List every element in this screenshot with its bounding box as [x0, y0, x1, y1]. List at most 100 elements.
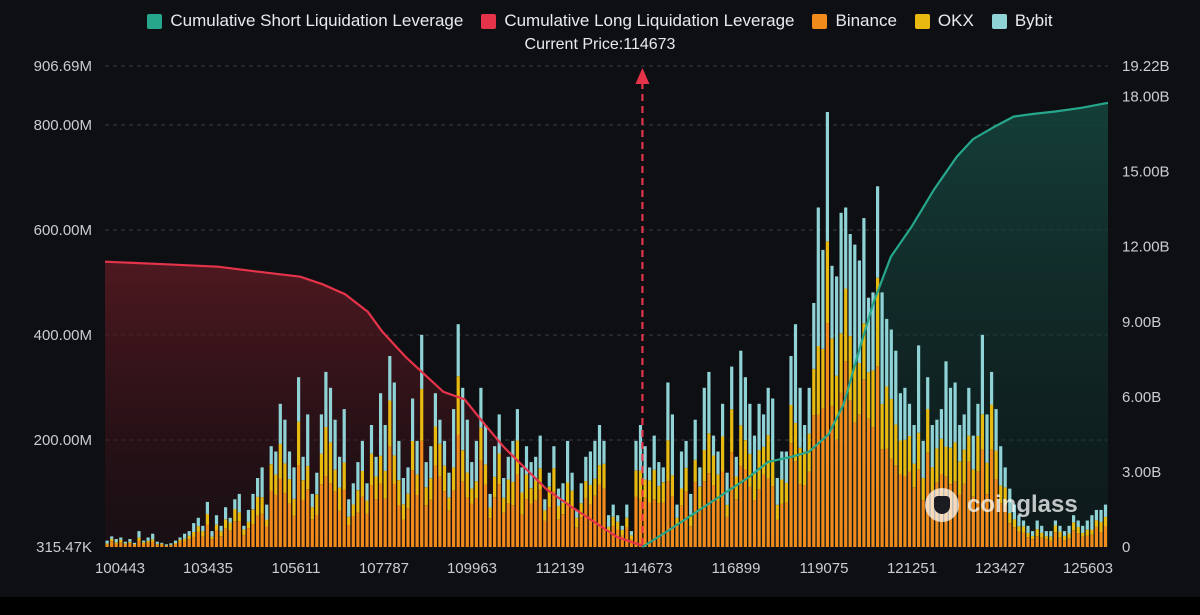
bybit-bar — [246, 509, 250, 522]
binance-bar — [265, 526, 269, 547]
bybit-bar — [803, 425, 807, 452]
okx-bar — [825, 241, 829, 324]
binance-bar — [962, 483, 966, 547]
legend-item[interactable]: Cumulative Short Liquidation Leverage — [147, 9, 463, 33]
bybit-bar — [570, 472, 574, 491]
bybit-bar — [251, 493, 255, 510]
okx-bar — [524, 474, 529, 500]
okx-bar — [269, 464, 273, 491]
okx-bar — [483, 464, 488, 485]
okx-bar — [256, 496, 260, 516]
bybit-bar — [137, 531, 141, 538]
binance-bar — [980, 449, 984, 547]
okx-bar — [930, 467, 934, 491]
okx-bar — [556, 506, 561, 520]
bybit-bar — [821, 249, 825, 349]
okx-bar — [360, 471, 364, 497]
binance-bar — [1103, 526, 1108, 547]
binance-bar — [369, 485, 374, 547]
okx-bar — [214, 524, 219, 530]
bybit-bar — [616, 515, 620, 522]
binance-bar — [424, 505, 428, 547]
bybit-bar — [479, 387, 483, 428]
binance-bar — [1067, 538, 1071, 547]
binance-bar — [898, 474, 902, 547]
bybit-bar — [260, 467, 264, 498]
okx-bar — [1049, 536, 1053, 541]
binance-bar — [689, 526, 693, 547]
binance-bar — [333, 491, 337, 547]
binance-bar — [146, 542, 150, 547]
bybit-bar — [634, 440, 638, 471]
binance-bar — [123, 544, 127, 547]
bybit-bar — [789, 356, 793, 405]
binance-bar — [214, 530, 219, 547]
x-tick-label: 103435 — [183, 560, 233, 577]
binance-bar — [762, 474, 766, 547]
legend-item[interactable]: Cumulative Long Liquidation Leverage — [481, 9, 794, 33]
okx-bar — [438, 443, 442, 477]
binance-bar — [871, 427, 875, 547]
x-tick-label: 112139 — [536, 560, 585, 577]
bybit-bar — [187, 531, 191, 536]
okx-bar — [534, 480, 538, 501]
legend-label: Cumulative Long Liquidation Leverage — [504, 11, 795, 30]
okx-bar — [246, 521, 250, 528]
binance-bar — [465, 497, 469, 547]
x-tick-label: 105611 — [272, 560, 321, 577]
okx-bar — [661, 482, 665, 503]
okx-bar — [857, 363, 861, 415]
okx-bar — [789, 405, 793, 444]
binance-bar — [784, 502, 788, 547]
legend-label: Bybit — [1014, 11, 1053, 30]
okx-bar — [702, 450, 706, 482]
okx-bar — [493, 476, 497, 498]
okx-bar — [907, 436, 912, 472]
bybit-bar — [1099, 509, 1103, 522]
bybit-bar — [114, 539, 118, 543]
bybit-bar — [643, 446, 647, 480]
binance-bar — [397, 505, 401, 547]
bybit-bar — [543, 499, 547, 511]
bybit-bar — [283, 419, 287, 464]
okx-bar — [816, 346, 820, 415]
binance-bar — [1040, 537, 1044, 547]
legend-item[interactable]: OKX — [914, 9, 974, 33]
legend-item[interactable]: Binance — [812, 9, 897, 33]
binance-bar — [1035, 536, 1039, 547]
chart-legend: Cumulative Short Liquidation Leverage Cum… — [0, 9, 1200, 33]
binance-bar — [406, 508, 410, 547]
bybit-bar — [164, 544, 168, 546]
binance-bar — [803, 485, 807, 547]
okx-bar — [771, 459, 775, 487]
current-price-marker — [635, 68, 650, 547]
bybit-bar — [1026, 525, 1030, 533]
okx-bar — [1053, 525, 1057, 533]
binance-bar — [319, 484, 323, 547]
okx-bar — [547, 486, 551, 508]
binance-bar — [734, 499, 738, 547]
bybit-bar — [853, 244, 857, 366]
okx-bar — [1103, 516, 1108, 526]
bybit-bar — [620, 525, 624, 530]
okx-bar — [976, 435, 980, 472]
right-tick-label: 12.00B — [1122, 239, 1170, 256]
okx-bar — [939, 438, 943, 474]
binance-bar — [274, 494, 278, 547]
okx-bar — [602, 463, 606, 489]
bybit-bar — [292, 467, 296, 499]
bybit-bar — [552, 446, 556, 469]
binance-bar — [474, 498, 478, 547]
okx-bar — [201, 531, 205, 537]
bybit-bar — [1049, 531, 1053, 537]
x-tick-label: 123427 — [975, 560, 1025, 577]
legend-item[interactable]: Bybit — [991, 9, 1053, 33]
okx-bar — [611, 516, 615, 526]
binance-bar — [739, 465, 743, 547]
okx-bar — [597, 465, 602, 485]
bybit-bar — [693, 419, 697, 460]
okx-bar — [999, 485, 1003, 504]
binance-bar — [967, 461, 971, 547]
okx-bar — [392, 455, 396, 484]
binance-bar — [971, 496, 975, 547]
